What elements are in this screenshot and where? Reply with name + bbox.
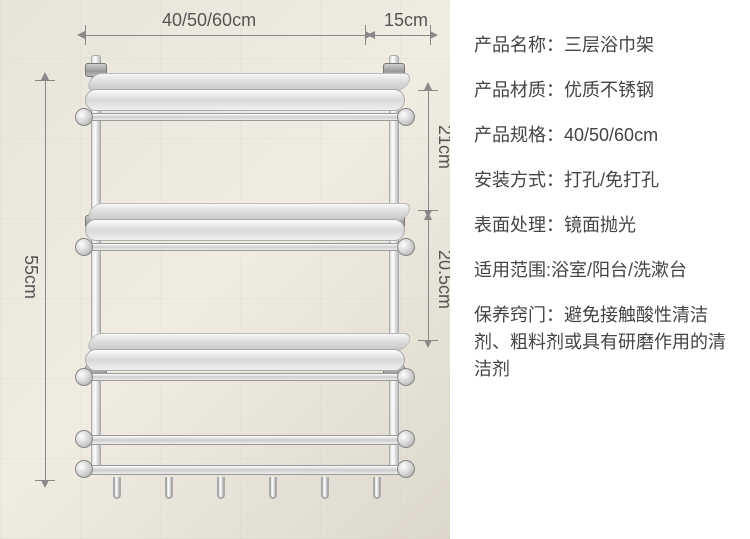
spec-label: 产品规格： — [474, 122, 564, 149]
spec-label: 产品材质： — [474, 77, 564, 104]
bar-cap — [75, 238, 93, 256]
hook — [269, 477, 277, 499]
shelf-front — [85, 89, 405, 111]
dim-arrow — [424, 212, 432, 220]
bar-cap — [75, 108, 93, 126]
bar-cap — [397, 368, 415, 386]
dim-tick — [35, 80, 55, 81]
rack-shelf — [85, 73, 405, 121]
dim-arrow — [41, 72, 49, 80]
dim-gap2-line — [428, 220, 429, 340]
dim-tick — [418, 90, 438, 91]
spec-row-size: 产品规格： 40/50/60cm — [474, 122, 726, 149]
spec-value: 打孔/免打孔 — [564, 167, 726, 194]
bar-cap — [397, 460, 415, 478]
bar-cap — [75, 460, 93, 478]
dim-tick — [418, 340, 438, 341]
dim-width-line — [85, 35, 365, 36]
product-rack — [85, 55, 405, 495]
spec-label: 适用范围: — [474, 257, 551, 284]
hook — [321, 477, 329, 499]
dim-arrow — [367, 31, 375, 39]
dim-tick — [35, 480, 55, 481]
dim-arrow — [41, 480, 49, 488]
dim-tick — [85, 25, 86, 45]
spec-value: 镜面抛光 — [564, 212, 726, 239]
shelf-bar — [81, 373, 409, 381]
bar-cap — [397, 430, 415, 448]
bar-cap — [75, 430, 93, 448]
spec-row-name: 产品名称： 三层浴巾架 — [474, 32, 726, 59]
hook — [165, 477, 173, 499]
spec-label: 安装方式： — [474, 167, 564, 194]
hook — [373, 477, 381, 499]
shelf-front — [85, 219, 405, 241]
dim-arrow — [424, 82, 432, 90]
spec-value: 优质不锈钢 — [564, 77, 726, 104]
dim-depth-line — [375, 35, 430, 36]
dim-width-label: 40/50/60cm — [160, 10, 258, 31]
dim-arrow — [424, 340, 432, 348]
hook — [113, 477, 121, 499]
spec-label: 表面处理： — [474, 212, 564, 239]
dim-height-label: 55cm — [18, 255, 43, 299]
spec-panel: 产品名称： 三层浴巾架 产品材质： 优质不锈钢 产品规格： 40/50/60cm… — [450, 0, 750, 539]
bar-cap — [397, 108, 415, 126]
spec-value: 三层浴巾架 — [564, 32, 726, 59]
shelf-bar — [81, 113, 409, 121]
spec-value: 浴室/阳台/洗漱台 — [551, 257, 726, 284]
dim-gap1-line — [428, 90, 429, 210]
spec-value: 40/50/60cm — [564, 122, 726, 149]
hook — [217, 477, 225, 499]
dim-tick — [430, 25, 431, 45]
spec-row-install: 安装方式： 打孔/免打孔 — [474, 167, 726, 194]
towel-bar — [81, 435, 409, 445]
spec-row-scope: 适用范围: 浴室/阳台/洗漱台 — [474, 257, 726, 284]
dim-height-line — [45, 80, 46, 480]
dim-arrow — [77, 31, 85, 39]
spec-row-care: 保养窍门：避免接触酸性清洁剂、粗料剂或具有研磨作用的清洁剂 — [474, 302, 726, 383]
dim-arrow — [430, 31, 438, 39]
spec-label: 保养窍门： — [474, 305, 564, 325]
shelf-bar — [81, 243, 409, 251]
towel-bar — [81, 465, 409, 475]
product-image-area: 40/50/60cm 15cm 55cm 21cm 20.5cm — [0, 0, 450, 539]
dim-tick — [418, 210, 438, 211]
bar-cap — [397, 238, 415, 256]
spec-row-surface: 表面处理： 镜面抛光 — [474, 212, 726, 239]
dim-depth-label: 15cm — [382, 10, 430, 31]
shelf-front — [85, 349, 405, 371]
rack-shelf — [85, 333, 405, 381]
bar-cap — [75, 368, 93, 386]
spec-row-material: 产品材质： 优质不锈钢 — [474, 77, 726, 104]
spec-label: 产品名称： — [474, 32, 564, 59]
dim-tick — [365, 25, 366, 45]
rack-shelf — [85, 203, 405, 251]
